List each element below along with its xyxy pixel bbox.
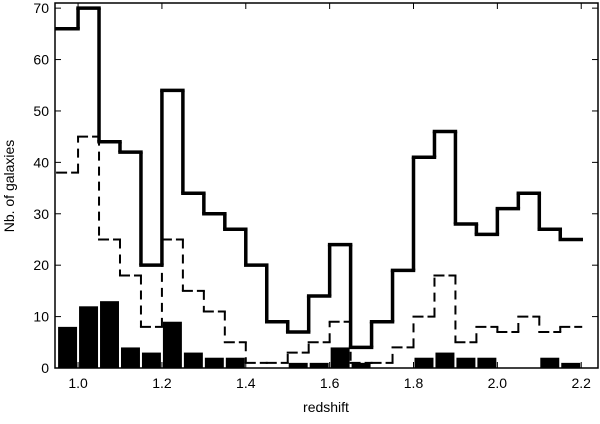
bar [414,357,434,368]
bar [58,326,78,368]
bar [183,352,203,368]
y-tick-label: 70 [33,0,49,16]
bar [79,306,99,368]
bar [351,362,371,368]
y-tick-label: 10 [33,309,49,325]
bar [330,347,350,368]
bar [141,352,161,368]
x-tick-label: 2.2 [571,375,591,391]
bar [225,357,245,368]
bar [540,357,560,368]
step-riser [77,136,562,363]
x-axis-label: redshift [303,399,349,415]
y-tick-label: 50 [33,103,49,119]
bar [120,347,140,368]
y-tick-label: 20 [33,257,49,273]
bar [561,362,581,368]
x-tick-label: 1.4 [236,375,256,391]
step-riser [76,8,563,348]
x-tick-label: 2.0 [488,375,508,391]
plot-frame [54,2,599,369]
y-tick-label: 40 [33,154,49,170]
bar [456,357,476,368]
y-axis-label: Nb. of galaxies [1,140,17,233]
bar [204,357,224,368]
bar [477,357,497,368]
bar [162,321,182,368]
bar [435,352,455,368]
x-tick-label: 1.0 [68,375,88,391]
x-tick-label: 1.6 [320,375,340,391]
y-tick-label: 30 [33,206,49,222]
bar [288,362,308,368]
bar [100,301,119,368]
y-tick-label: 60 [33,52,49,68]
bar [309,362,329,368]
x-tick-label: 1.2 [152,375,172,391]
y-tick-label: 0 [41,360,49,376]
x-tick-label: 1.8 [404,375,424,391]
